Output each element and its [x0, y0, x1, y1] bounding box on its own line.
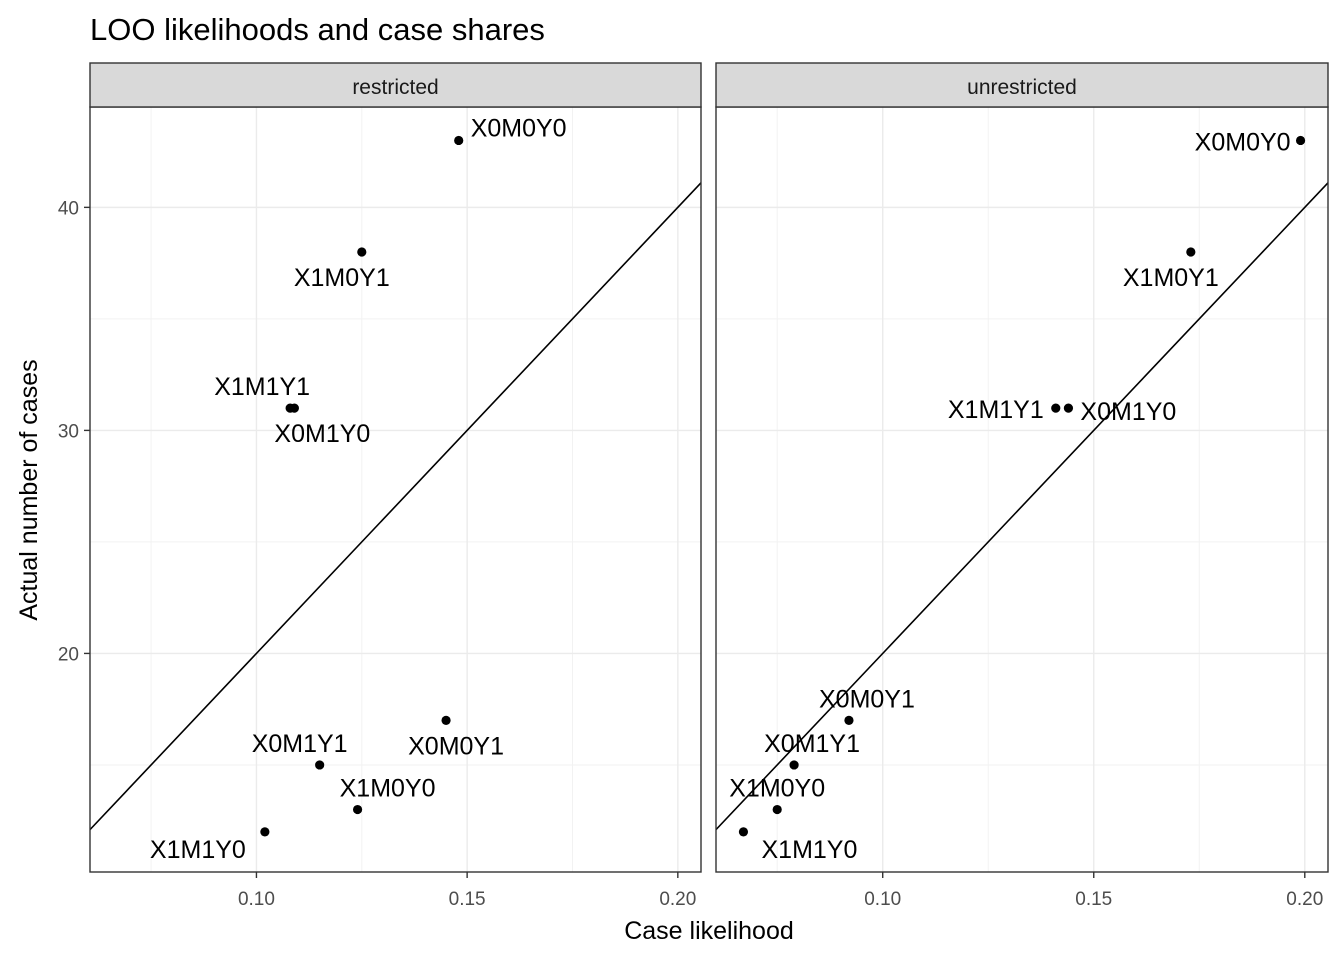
point-label: X0M0Y0: [471, 114, 567, 142]
chart-title: LOO likelihoods and case shares: [90, 12, 545, 47]
point-label: X1M1Y0: [150, 836, 246, 864]
data-point: [789, 760, 799, 770]
point-label: X1M0Y1: [1123, 264, 1219, 292]
data-point: [357, 247, 367, 257]
point-label: X0M0Y0: [1195, 128, 1291, 156]
data-point: [289, 403, 299, 413]
y-axis-title: Actual number of cases: [15, 359, 43, 620]
point-label: X1M0Y0: [729, 775, 825, 803]
data-point: [260, 827, 270, 837]
data-point: [352, 804, 363, 815]
data-point: [315, 760, 325, 770]
y-tick-label: 40: [58, 198, 79, 219]
reference-line: [716, 181, 1328, 831]
point-label: X0M1Y0: [1080, 398, 1176, 426]
x-axis-unrestricted: 0.10 0.15 0.20: [864, 872, 1323, 910]
x-axis-restricted: 0.10 0.15 0.20: [238, 872, 696, 910]
point-label: X1M0Y0: [340, 775, 436, 803]
facet-strip: [715, 62, 1329, 108]
grid: [716, 107, 1328, 872]
x-tick-label: 0.15: [1075, 889, 1112, 910]
point-label: X1M1Y1: [214, 373, 310, 401]
point-label: X1M0Y1: [294, 264, 390, 292]
y-tick-label: 20: [58, 644, 79, 665]
data-point: [1063, 403, 1074, 413]
facet-panels: X0M0Y0 X1M0Y1 X1M1Y1 X0M1Y0 X0M0Y1 X0M1Y1 X1M0…: [89, 62, 1329, 873]
point-label: X1M1Y0: [761, 836, 857, 864]
x-axis-title: Case likelihood: [624, 917, 794, 945]
x-tick-label: 0.10: [864, 889, 901, 910]
plot-background: [716, 107, 1328, 872]
y-axis: 20 30 40: [58, 198, 90, 665]
panel-restricted: X0M0Y0 X1M0Y1 X1M1Y1 X0M1Y0 X0M0Y1 X0M1Y1 X1M0…: [89, 62, 702, 873]
x-tick-label: 0.15: [449, 889, 486, 910]
point-label: X0M1Y1: [252, 730, 348, 758]
data-point: [738, 827, 749, 837]
facet-strip: [89, 62, 702, 108]
x-tick-label: 0.10: [238, 889, 275, 910]
panel-unrestricted: X0M0Y0 X1M0Y1 X1M1Y1 X0M1Y0 X0M0Y1 X0M1Y1 X1M0…: [715, 62, 1329, 873]
point-label: X1M1Y1: [948, 396, 1044, 424]
facet-strip-label: unrestricted: [967, 76, 1077, 99]
data-point: [441, 715, 451, 725]
point-label: X0M1Y1: [764, 730, 860, 758]
y-tick-label: 30: [58, 421, 79, 442]
point-label: X0M0Y1: [819, 685, 915, 713]
data-point: [1295, 135, 1306, 146]
point-label: X0M0Y1: [408, 732, 504, 760]
facet-strip-label: restricted: [352, 76, 438, 99]
x-tick-label: 0.20: [1286, 889, 1323, 910]
data-point: [1051, 403, 1061, 413]
data-point: [1186, 247, 1196, 257]
grid: [90, 107, 701, 872]
x-axes: 0.10 0.15 0.20 0.10 0.15 0.20: [238, 872, 1323, 910]
point-label: X0M1Y0: [274, 420, 370, 448]
data-point: [844, 715, 854, 725]
data-point: [454, 135, 464, 146]
x-tick-label: 0.20: [659, 889, 696, 910]
reference-line: [90, 181, 701, 831]
data-point: [772, 804, 782, 815]
plot-background: [90, 107, 701, 872]
